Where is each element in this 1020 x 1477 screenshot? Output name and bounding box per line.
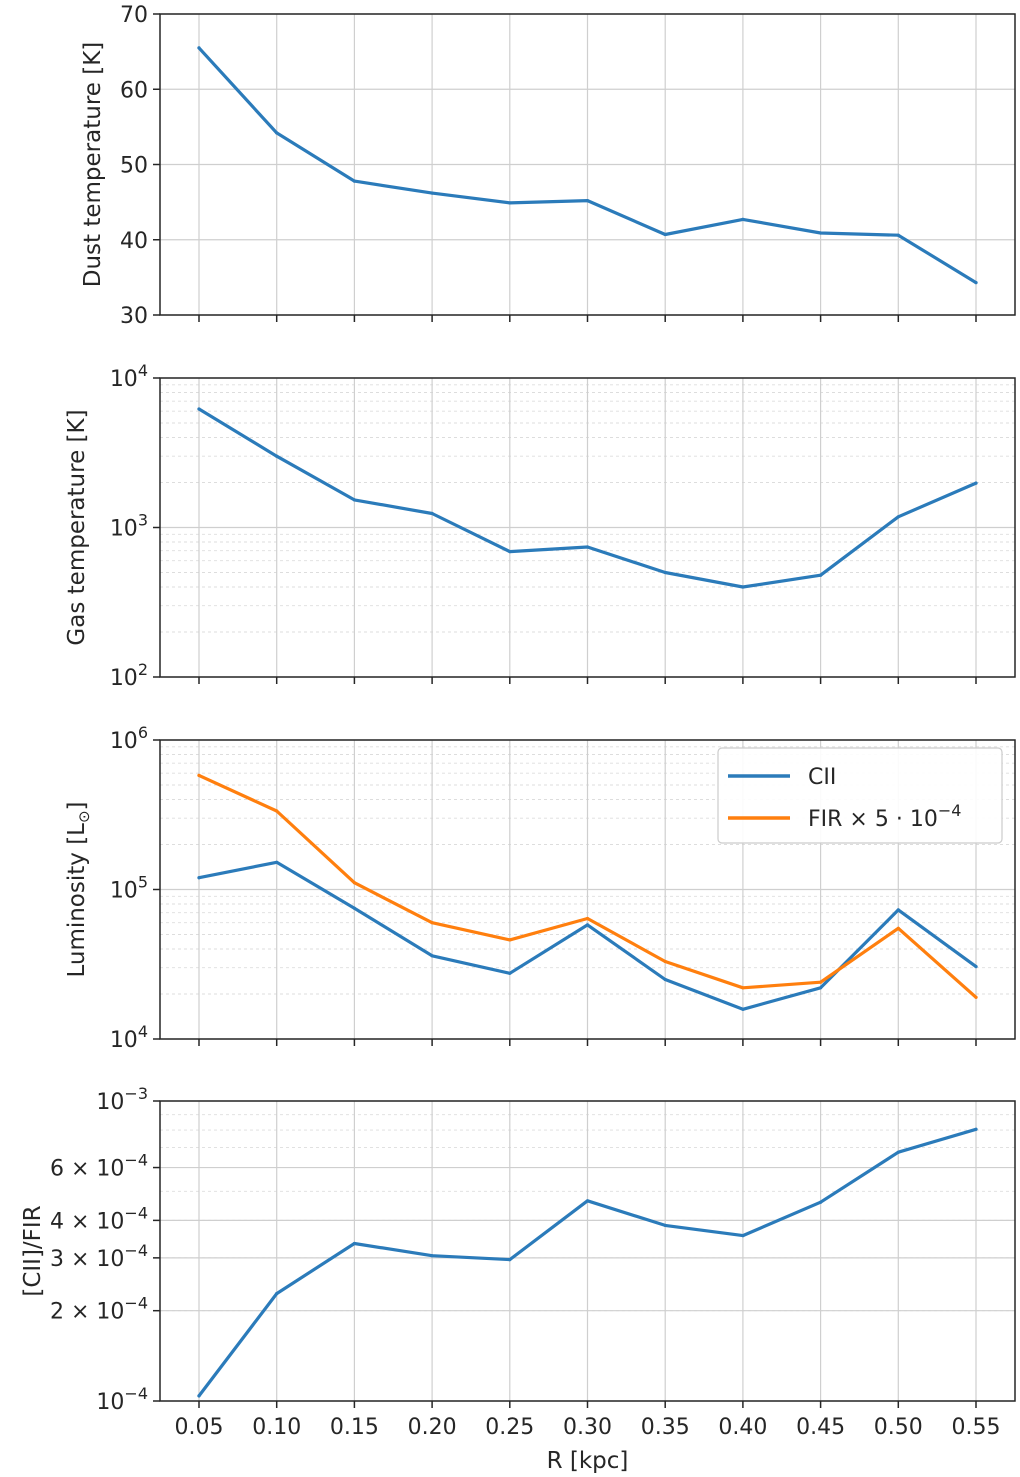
data-point xyxy=(430,1254,434,1258)
y-axis-label: Luminosity [L⊙] xyxy=(64,801,93,977)
y-axis-label: [CII]/FIR xyxy=(20,1205,46,1296)
legend-label-0: CII xyxy=(808,765,836,790)
y-tick-label: 10−4 xyxy=(96,1384,148,1415)
panel-ratio: 10−4 2 × 10−4 3 × 10−4 4 × 10−4 6 × 10−4 10−3… xyxy=(20,1084,1016,1474)
panel-dust: 30 40 50 60 70 Dust temperature [K] xyxy=(80,3,1016,329)
y-tick-label: 60 xyxy=(120,78,148,103)
data-point xyxy=(508,971,512,975)
data-point xyxy=(819,1200,823,1204)
data-point xyxy=(508,1258,512,1262)
data-point xyxy=(197,876,201,880)
data-point xyxy=(663,977,667,982)
y-tick-label: 50 xyxy=(120,154,148,179)
data-point xyxy=(352,498,356,502)
data-point xyxy=(896,1150,900,1154)
x-tick-label: 0.45 xyxy=(796,1415,845,1440)
data-point xyxy=(430,191,434,195)
data-point xyxy=(352,906,356,910)
data-point xyxy=(663,232,667,237)
data-point xyxy=(585,916,590,921)
data-point xyxy=(430,954,434,958)
data-point xyxy=(974,481,978,485)
y-tick-label: 10−3 xyxy=(96,1084,148,1115)
data-point xyxy=(508,550,512,554)
data-point xyxy=(663,959,667,964)
y-tick-label: 104 xyxy=(110,1022,148,1053)
data-point xyxy=(430,511,434,516)
data-point xyxy=(819,573,823,577)
data-point xyxy=(974,281,978,285)
data-point xyxy=(585,545,590,549)
y-tick-label: 106 xyxy=(110,723,148,754)
data-point xyxy=(741,585,745,589)
data-point xyxy=(819,980,823,984)
data-point xyxy=(508,201,512,205)
data-point xyxy=(197,407,201,411)
data-point xyxy=(197,46,201,50)
data-point xyxy=(741,217,745,221)
legend: CII FIR × 5 · 10−4 xyxy=(717,747,1003,844)
y-axis-label: Dust temperature [K] xyxy=(80,42,106,288)
y-tick-label: 40 xyxy=(120,229,148,254)
data-point xyxy=(430,921,434,925)
data-point xyxy=(974,1127,978,1131)
y-axis-label: Gas temperature [K] xyxy=(64,409,90,645)
x-tick-label: 0.25 xyxy=(485,1415,534,1440)
x-tick-label: 0.05 xyxy=(175,1415,224,1440)
data-point xyxy=(275,1292,279,1296)
data-point xyxy=(275,454,279,458)
data-point xyxy=(741,986,745,990)
x-tick-label: 0.55 xyxy=(952,1415,1001,1440)
x-tick-label: 0.50 xyxy=(874,1415,923,1440)
data-point xyxy=(352,179,356,183)
y-tick-label: 3 × 10−4 xyxy=(50,1241,148,1272)
data-point xyxy=(275,131,279,135)
y-tick-label: 6 × 10−4 xyxy=(50,1151,148,1182)
data-point xyxy=(663,570,667,575)
panel-lum: 104 105 106 Luminosity [L⊙] CII FIR × 5 · 10−… xyxy=(64,723,1016,1053)
x-tick-label: 0.30 xyxy=(563,1415,612,1440)
data-point xyxy=(275,809,279,813)
data-point xyxy=(896,908,900,912)
x-tick-label: 0.15 xyxy=(330,1415,379,1440)
x-tick-label: 0.20 xyxy=(408,1415,457,1440)
data-point xyxy=(741,1234,745,1238)
y-tick-label: 104 xyxy=(110,361,148,392)
data-point xyxy=(275,860,279,864)
x-tick-label: 0.40 xyxy=(718,1415,767,1440)
y-tick-label: 2 × 10−4 xyxy=(50,1294,148,1325)
panel-gas: 102 103 104 Gas temperature [K] xyxy=(64,361,1016,691)
data-point xyxy=(197,773,201,778)
legend-label-1: FIR × 5 · 10−4 xyxy=(808,801,961,832)
data-point xyxy=(896,233,900,237)
data-point xyxy=(819,986,823,990)
x-axis-label: R [kpc] xyxy=(547,1448,629,1474)
data-point xyxy=(585,199,590,203)
data-point xyxy=(896,926,900,930)
data-point xyxy=(585,1199,590,1203)
y-tick-label: 30 xyxy=(120,304,148,329)
data-point xyxy=(974,995,978,999)
data-point xyxy=(663,1223,667,1227)
y-tick-label: 103 xyxy=(110,511,148,542)
data-point xyxy=(197,1394,201,1398)
data-point xyxy=(352,1241,356,1246)
y-tick-label: 102 xyxy=(110,660,148,691)
y-tick-label: 105 xyxy=(110,873,148,904)
data-point xyxy=(585,923,590,927)
x-tick-label: 0.10 xyxy=(252,1415,301,1440)
x-tick-label: 0.35 xyxy=(641,1415,690,1440)
data-point xyxy=(741,1007,745,1011)
data-point xyxy=(819,231,823,235)
data-point xyxy=(974,965,978,969)
y-tick-label: 4 × 10−4 xyxy=(50,1203,148,1234)
y-tick-label: 70 xyxy=(120,3,148,28)
data-point xyxy=(508,938,512,942)
data-point xyxy=(352,881,356,885)
data-point xyxy=(896,515,900,519)
